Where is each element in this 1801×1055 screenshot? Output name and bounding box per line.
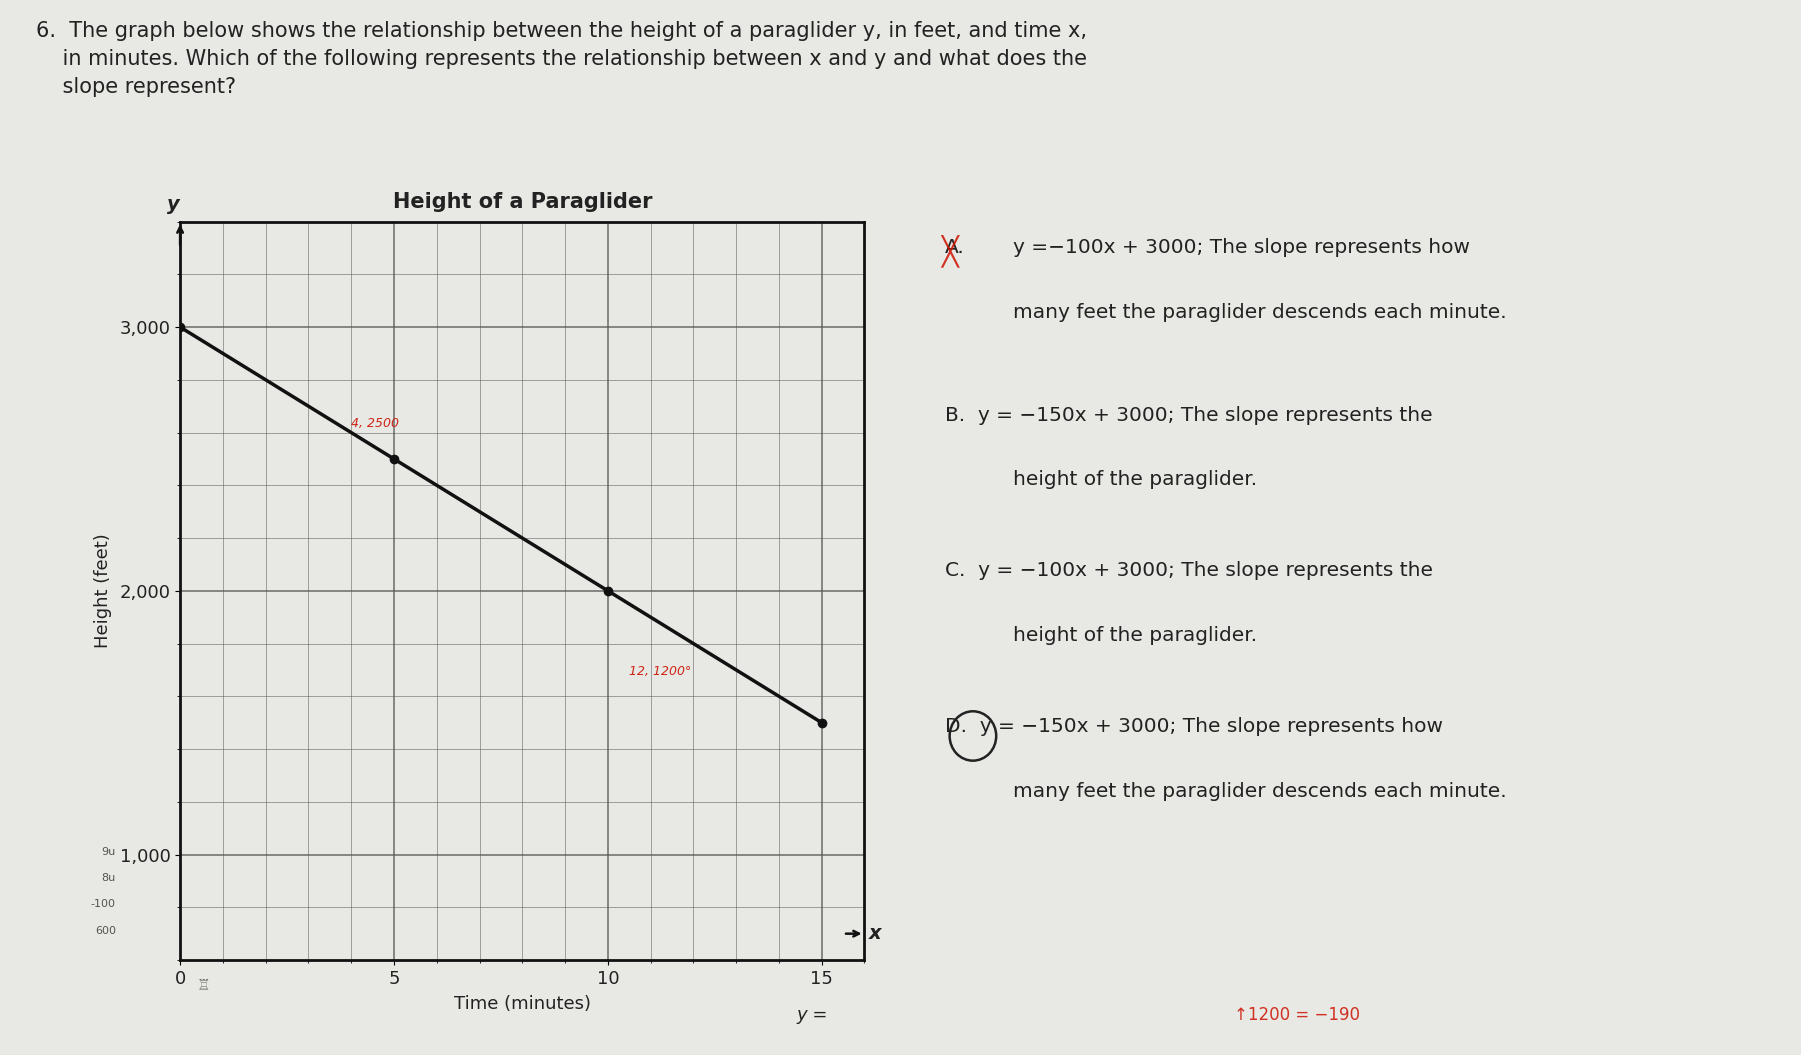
Text: height of the paraglider.: height of the paraglider. bbox=[1012, 626, 1257, 645]
Text: 4, 2500: 4, 2500 bbox=[351, 418, 400, 430]
Text: -100: -100 bbox=[90, 899, 115, 909]
Text: 6.  The graph below shows the relationship between the height of a paraglider y,: 6. The graph below shows the relationshi… bbox=[36, 21, 1088, 97]
Text: ♖: ♖ bbox=[196, 978, 211, 993]
X-axis label: Time (minutes): Time (minutes) bbox=[454, 995, 591, 1013]
Text: height of the paraglider.: height of the paraglider. bbox=[1012, 471, 1257, 490]
Text: ↑1200 = −190: ↑1200 = −190 bbox=[1234, 1005, 1360, 1024]
Text: C.  y = −100x + 3000; The slope represents the: C. y = −100x + 3000; The slope represent… bbox=[946, 561, 1434, 580]
Text: 12, 1200°: 12, 1200° bbox=[629, 666, 692, 678]
Text: D.  y = −150x + 3000; The slope represents how: D. y = −150x + 3000; The slope represent… bbox=[946, 717, 1443, 736]
Text: B.  y = −150x + 3000; The slope represents the: B. y = −150x + 3000; The slope represent… bbox=[946, 405, 1432, 424]
Text: 9u: 9u bbox=[101, 846, 115, 857]
Text: many feet the paraglider descends each minute.: many feet the paraglider descends each m… bbox=[1012, 303, 1506, 322]
Text: 600: 600 bbox=[95, 925, 115, 936]
Text: A.: A. bbox=[946, 238, 965, 257]
Text: y =: y = bbox=[796, 1005, 827, 1024]
Title: Height of a Paraglider: Height of a Paraglider bbox=[393, 192, 652, 212]
Text: ╳: ╳ bbox=[940, 234, 958, 267]
Text: many feet the paraglider descends each minute.: many feet the paraglider descends each m… bbox=[1012, 782, 1506, 801]
Y-axis label: Height (feet): Height (feet) bbox=[94, 534, 112, 648]
Text: x: x bbox=[868, 924, 881, 943]
Text: y: y bbox=[167, 194, 180, 213]
Text: 8u: 8u bbox=[101, 872, 115, 883]
Text: y =−100x + 3000; The slope represents how: y =−100x + 3000; The slope represents ho… bbox=[1012, 238, 1470, 257]
